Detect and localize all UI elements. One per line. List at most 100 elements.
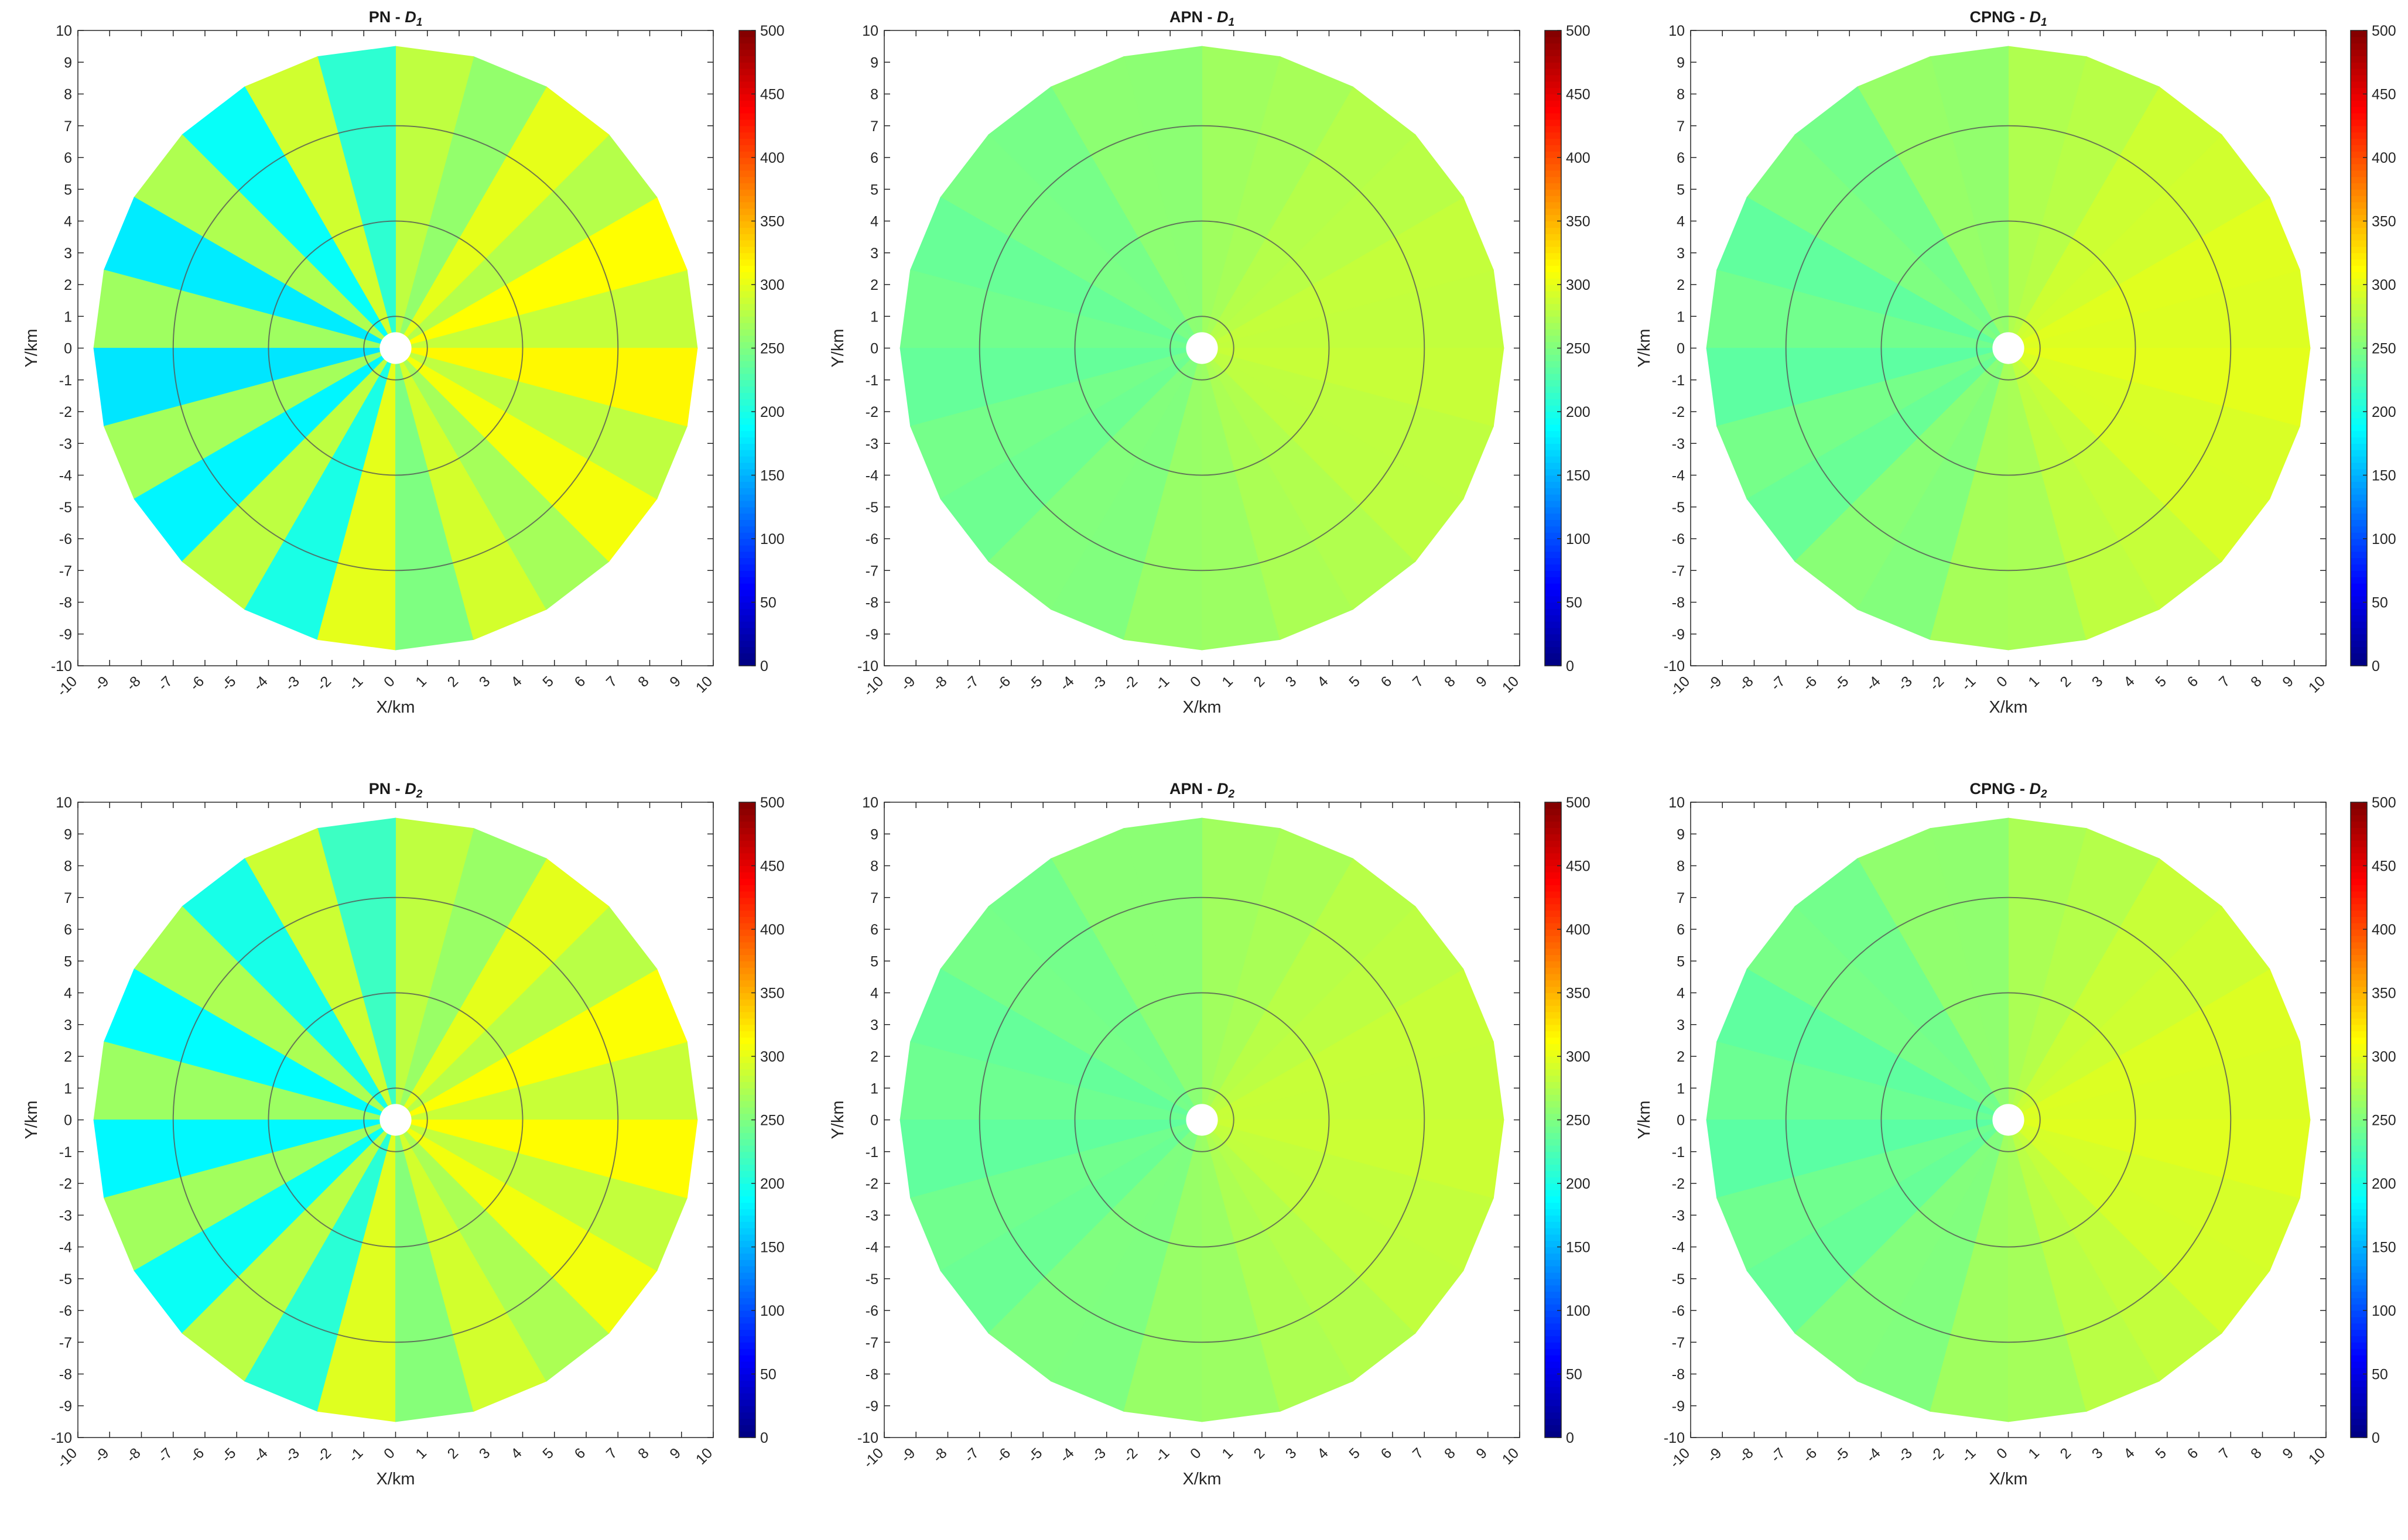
colorbar-tick-label: 350 — [1566, 985, 1590, 1002]
colorbar-segment — [1545, 1323, 1561, 1330]
colorbar-tick-label: 400 — [760, 922, 785, 938]
colorbar-segment — [2351, 1260, 2367, 1267]
colorbar-segment — [2351, 323, 2367, 330]
colorbar-tick-label: 500 — [760, 23, 785, 39]
colorbar-segment — [1545, 475, 1561, 482]
y-tick-label: 3 — [870, 245, 878, 262]
x-tick-label: 8 — [635, 673, 652, 690]
chart-title: APN - D2 — [1169, 780, 1235, 800]
colorbar-segment — [739, 494, 755, 501]
colorbar-segment — [2351, 303, 2367, 310]
y-tick-label: 7 — [870, 890, 878, 906]
x-tick-label: -4 — [1863, 673, 1884, 694]
colorbar-segment — [739, 145, 755, 152]
colorbar-segment — [739, 1253, 755, 1260]
colorbar-segment — [2351, 221, 2367, 228]
y-tick-label: -3 — [866, 1207, 878, 1224]
colorbar-segment — [1545, 132, 1561, 139]
colorbar-segment — [2351, 967, 2367, 974]
x-tick-label: 0 — [381, 673, 398, 690]
x-tick-label: 0 — [1993, 1445, 2011, 1462]
colorbar-segment — [2351, 354, 2367, 361]
panel-1: -10 -9 -8 -7 -6 -5 -4 -3 -2 -1 0 1 2 3 4 5 6 7 8 9 10-10-9-8… — [22, 8, 785, 717]
x-tick-label: -2 — [1927, 1445, 1948, 1466]
y-tick-label: -9 — [866, 1398, 878, 1415]
colorbar-segment — [1545, 303, 1561, 310]
x-tick-label: -10 — [1667, 673, 1693, 699]
colorbar-segment — [2351, 373, 2367, 381]
colorbar-segment — [1545, 170, 1561, 177]
colorbar-segment — [2351, 1367, 2367, 1375]
y-tick-label: -10 — [51, 1430, 72, 1446]
colorbar-segment — [739, 577, 755, 584]
x-tick-label: 6 — [2184, 673, 2202, 690]
range-circle — [172, 125, 619, 571]
x-tick-label: -8 — [929, 1445, 950, 1466]
y-tick-label: 4 — [870, 985, 878, 1002]
x-tick-label: 10 — [1499, 673, 1522, 696]
colorbar-segment — [1545, 335, 1561, 343]
x-tick-label: 3 — [2089, 1445, 2106, 1462]
colorbar-segment — [1545, 1221, 1561, 1228]
y-tick-label: 4 — [64, 985, 72, 1002]
colorbar-segment — [1545, 1005, 1561, 1012]
colorbar-segment — [739, 392, 755, 399]
colorbar-segment — [739, 1056, 755, 1063]
colorbar-segment — [2351, 1361, 2367, 1368]
colorbar-segment — [739, 1012, 755, 1019]
y-tick-label: 9 — [64, 54, 72, 71]
colorbar-tick-label: 300 — [760, 1049, 785, 1065]
field-wedge — [1202, 1120, 1504, 1199]
x-tick-label: -1 — [1152, 673, 1173, 694]
x-tick-label: 6 — [2184, 1445, 2202, 1462]
colorbar-segment — [1545, 417, 1561, 425]
colorbar-tick-label: 450 — [2372, 858, 2396, 875]
range-circle — [979, 896, 1425, 1343]
colorbar-segment — [2351, 646, 2367, 653]
colorbar-segment — [2351, 456, 2367, 463]
colorbar-segment — [1545, 138, 1561, 145]
y-tick-label: 6 — [870, 922, 878, 938]
colorbar-segment — [2351, 885, 2367, 892]
colorbar-segment — [2351, 1094, 2367, 1101]
colorbar-segment — [2351, 1056, 2367, 1063]
colorbar-segment — [2351, 1247, 2367, 1254]
colorbar-segment — [1545, 1361, 1561, 1368]
colorbar-segment — [1545, 840, 1561, 847]
colorbar-segment — [1545, 1240, 1561, 1248]
colorbar-segment — [739, 1082, 755, 1089]
y-axis-label: Y/km — [1635, 1100, 1654, 1139]
colorbar-segment — [1545, 539, 1561, 546]
y-tick-label: -6 — [866, 1303, 878, 1319]
colorbar-segment — [1545, 872, 1561, 879]
y-tick-label: 5 — [64, 953, 72, 970]
colorbar-segment — [1545, 399, 1561, 406]
x-tick-label: -4 — [1056, 1445, 1078, 1466]
colorbar-segment — [1545, 1075, 1561, 1082]
x-tick-label: 1 — [2025, 1445, 2043, 1462]
colorbar-segment — [2351, 189, 2367, 196]
colorbar-tick-label: 300 — [2372, 1049, 2396, 1065]
colorbar-segment — [2351, 56, 2367, 63]
x-tick-label: 1 — [412, 1445, 430, 1462]
x-tick-label: 2 — [1251, 1445, 1268, 1462]
x-tick-label: 5 — [2152, 673, 2170, 690]
colorbar-segment — [739, 821, 755, 828]
colorbar-tick-label: 50 — [1566, 1367, 1582, 1383]
colorbar-segment — [2351, 853, 2367, 860]
y-tick-label: 4 — [870, 214, 878, 230]
colorbar-segment — [1545, 577, 1561, 584]
colorbar-segment — [739, 1126, 755, 1133]
colorbar-segment — [1545, 808, 1561, 816]
colorbar-segment — [1545, 176, 1561, 183]
y-tick-label: -8 — [59, 1367, 72, 1383]
y-tick-label: 10 — [862, 23, 878, 39]
y-tick-label: 8 — [870, 87, 878, 103]
y-tick-label: -3 — [59, 1207, 72, 1224]
colorbar-segment — [739, 1393, 755, 1400]
colorbar-segment — [2351, 640, 2367, 648]
colorbar-segment — [2351, 507, 2367, 514]
colorbar-segment — [1545, 1285, 1561, 1292]
y-tick-label: -6 — [59, 1303, 72, 1319]
colorbar-segment — [739, 100, 755, 107]
